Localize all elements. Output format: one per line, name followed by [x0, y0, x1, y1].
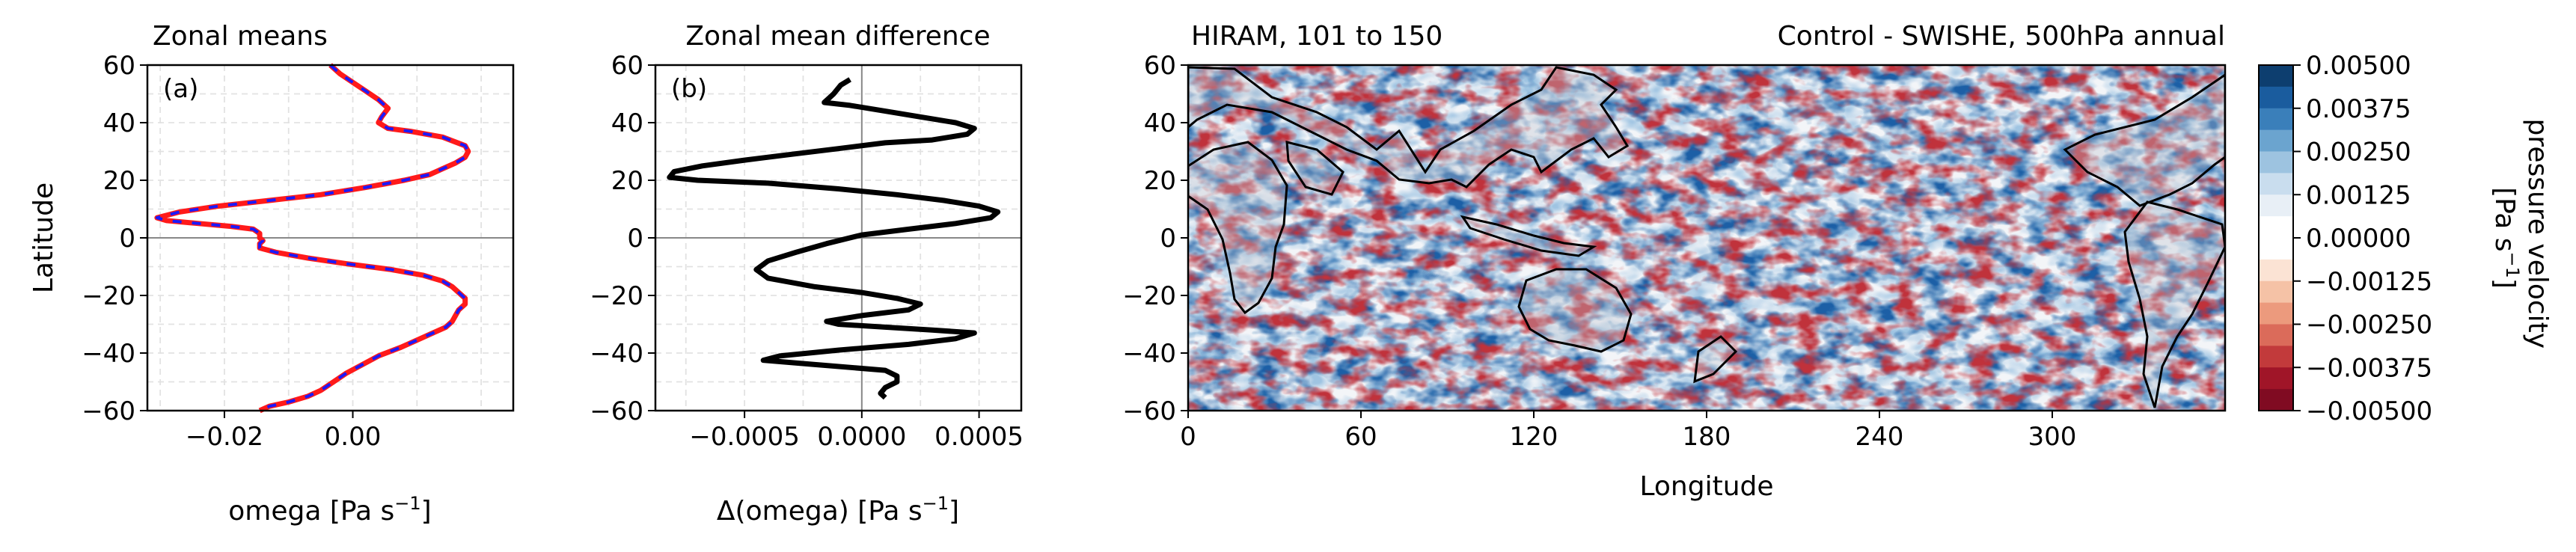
y-tick-label: 60 [103, 51, 135, 81]
panel-b-title: Zonal mean difference [685, 21, 990, 52]
map-title-right: Control - SWISHE, 500hPa annual [1778, 21, 2225, 52]
colorbar-level [2259, 86, 2293, 109]
series-line [667, 77, 1001, 400]
map-coastlines [1188, 66, 2225, 408]
colorbar-level [2259, 324, 2293, 346]
colorbar-level [2259, 129, 2293, 152]
coast-north-america [2063, 73, 2225, 207]
panel-c-map: −60 −40 −20 0 20 40 60 0 60 120 180 240 300 HIRAM, 1… [1122, 21, 2227, 502]
coast-africa [1188, 141, 1288, 315]
panel-b-label: (b) [671, 74, 707, 104]
y-tick-label: −20 [82, 281, 135, 311]
y-tick-label: 0 [119, 224, 135, 254]
y-tick-label: −40 [590, 339, 643, 369]
panel-a-zonal-means: −60 −40 −20 0 20 40 60 −0.02 0.00 (a) Zonal mean… [28, 21, 515, 527]
map-x-tick-label: 60 [1344, 422, 1377, 452]
y-tick-label: 20 [611, 166, 643, 196]
panel-b-ticks: −60 −40 −20 0 20 40 60 −0.0005 0.0000 0.0005 [590, 51, 1024, 452]
colorbar-tick-label: −0.00250 [2306, 310, 2432, 340]
panel-a-label: (a) [163, 74, 198, 104]
colorbar-level [2259, 346, 2293, 368]
y-tick-label: 20 [103, 166, 135, 196]
coast-indonesia [1460, 215, 1597, 257]
map-y-tick-label: 0 [1160, 224, 1176, 254]
colorbar-level [2259, 238, 2293, 260]
panel-a-series [154, 63, 471, 414]
x-tick-label: −0.02 [186, 422, 263, 452]
colorbar-level [2259, 108, 2293, 131]
colorbar-level [2259, 151, 2293, 174]
y-tick-label: −20 [590, 281, 643, 311]
map-y-tick-label: 20 [1144, 166, 1176, 196]
x-tick-label: 0.00 [325, 422, 382, 452]
map-x-tick-label: 300 [2028, 422, 2077, 452]
panel-a-ticks: −60 −40 −20 0 20 40 60 −0.02 0.00 [82, 51, 381, 452]
coast-new-zealand [1693, 335, 1738, 384]
coast-australia [1517, 268, 1633, 353]
map-x-tick-label: 240 [1855, 422, 1904, 452]
y-tick-label: 0 [627, 224, 643, 254]
colorbar-tick-label: 0.00375 [2306, 94, 2411, 124]
colorbar-level [2259, 389, 2293, 411]
panel-a-title: Zonal means [153, 21, 328, 52]
map-y-tick-label: −60 [1122, 396, 1176, 426]
colorbar-tick-label: −0.00375 [2306, 353, 2432, 383]
colorbar-level [2259, 259, 2293, 282]
colorbar-tick-label: −0.00500 [2306, 396, 2432, 426]
map-y-tick-label: −40 [1122, 339, 1176, 369]
coast-south-america [2123, 200, 2225, 408]
colorbar-level [2259, 302, 2293, 325]
map-title-left: HIRAM, 101 to 150 [1191, 21, 1443, 52]
colorbar-label: pressure velocity [Pa s−1] [2489, 118, 2553, 357]
colorbar-tick-label: 0.00000 [2306, 224, 2411, 254]
map-red-noise [1188, 65, 2225, 411]
y-tick-label: 60 [611, 51, 643, 81]
x-tick-label: 0.0000 [817, 422, 906, 452]
colorbar-tick-label: −0.00125 [2306, 267, 2432, 297]
colorbar-level [2259, 194, 2293, 217]
map-x-tick-label: 0 [1180, 422, 1196, 452]
colorbar-tick-label: 0.00250 [2306, 138, 2411, 168]
colorbar-tick-label: 0.00125 [2306, 180, 2411, 210]
map-y-tick-label: 60 [1144, 51, 1176, 81]
coast-arabia [1285, 141, 1344, 196]
colorbar-level [2259, 367, 2293, 390]
coast-eurasia [1188, 66, 1630, 188]
panel-a-ylabel: Latitude [28, 183, 59, 293]
y-tick-label: −40 [82, 339, 135, 369]
colorbar: 0.00500 0.00375 0.00250 0.00125 0.00000 −0.00… [2258, 51, 2553, 426]
map-y-tick-label: 40 [1144, 108, 1176, 138]
x-tick-label: 0.0005 [934, 422, 1024, 452]
map-ticks: −60 −40 −20 0 20 40 60 0 60 120 180 240 300 [1122, 51, 2076, 452]
panel-b-series [667, 77, 1001, 400]
map-field [1188, 65, 2225, 411]
map-x-tick-label: 120 [1510, 422, 1558, 452]
colorbar-level [2259, 173, 2293, 195]
map-xlabel: Longitude [1639, 471, 1773, 502]
colorbar-ticks: 0.00500 0.00375 0.00250 0.00125 0.00000 −0.00… [2293, 51, 2432, 426]
colorbar-tick-label: 0.00500 [2306, 51, 2411, 81]
panel-b-xlabel: Δ(omega) [Pa s−1] [717, 493, 959, 527]
map-x-tick-label: 180 [1683, 422, 1731, 452]
panel-a-xlabel: omega [Pa s−1] [228, 493, 431, 527]
y-tick-label: 40 [611, 108, 643, 138]
y-tick-label: 40 [103, 108, 135, 138]
series-line [155, 64, 470, 412]
colorbar-level [2259, 65, 2293, 88]
y-tick-label: −60 [590, 396, 643, 426]
colorbar-level [2259, 216, 2293, 239]
colorbar-levels [2259, 65, 2293, 411]
map-y-tick-label: −20 [1122, 281, 1176, 311]
x-tick-label: −0.0005 [689, 422, 799, 452]
colorbar-level [2259, 280, 2293, 304]
y-tick-label: −60 [82, 396, 135, 426]
